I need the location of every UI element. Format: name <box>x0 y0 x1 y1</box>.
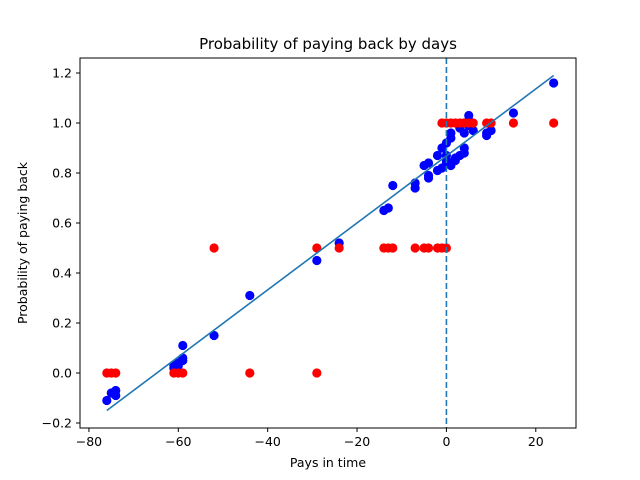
y-tick-label: −0.2 <box>42 416 72 431</box>
predicted-point <box>432 150 443 161</box>
actual-point <box>312 368 322 378</box>
predicted-point <box>111 385 121 396</box>
y-tick-label: 0.4 <box>52 266 72 281</box>
x-tick-label: −40 <box>254 434 280 449</box>
actual-point <box>468 118 478 128</box>
chart-title: Probability of paying back by days <box>199 35 457 53</box>
actual-point <box>423 243 434 253</box>
predicted-point <box>209 330 219 341</box>
x-tick-label: 20 <box>528 434 544 449</box>
y-tick-label: 0.6 <box>52 216 72 231</box>
actual-point <box>178 368 188 378</box>
predicted-point <box>549 78 559 88</box>
predicted-point <box>486 125 496 136</box>
predicted-point <box>459 128 469 138</box>
y-tick-label: 0.8 <box>52 166 72 181</box>
actual-point <box>209 243 219 253</box>
predicted-point <box>383 203 393 213</box>
y-tick-label: 1.2 <box>52 66 72 81</box>
x-axis-label: Pays in time <box>290 455 366 470</box>
predicted-point <box>464 110 474 121</box>
predicted-point <box>459 143 469 153</box>
actual-point <box>388 243 398 253</box>
actual-point <box>410 243 420 253</box>
predicted-point <box>312 255 322 266</box>
y-tick-label: 1.0 <box>52 116 72 131</box>
predicted-point <box>468 125 478 136</box>
actual-point <box>245 368 255 378</box>
axes-frame <box>79 57 577 429</box>
actual-point <box>549 118 559 128</box>
x-tick-label: −60 <box>165 434 191 449</box>
predicted-point <box>245 290 255 301</box>
predicted-point <box>423 170 434 181</box>
actual-point <box>312 243 322 253</box>
y-tick-label: 0.0 <box>52 366 72 381</box>
predicted-point <box>446 128 456 138</box>
y-axis-label: Probability of paying back <box>15 161 30 324</box>
predicted-point <box>178 340 188 351</box>
actual-point <box>508 118 519 128</box>
predicted-point <box>178 353 188 363</box>
fit-line <box>106 74 555 412</box>
x-tick-label: −80 <box>76 434 102 449</box>
predicted-point <box>102 395 112 406</box>
predicted-point <box>508 108 519 118</box>
x-tick-label: −20 <box>344 434 370 449</box>
plot-area: −80 −60 −40 −20 0 20 −0.2 0.0 0.2 0.4 0.6 0.8 1.0 1.2 <box>42 57 577 449</box>
predicted-point <box>388 180 398 191</box>
actual-point <box>334 243 344 253</box>
y-tick-label: 0.2 <box>52 316 72 331</box>
actual-point <box>111 368 121 378</box>
predicted-point <box>423 158 434 168</box>
x-tick-label: 0 <box>442 434 450 449</box>
